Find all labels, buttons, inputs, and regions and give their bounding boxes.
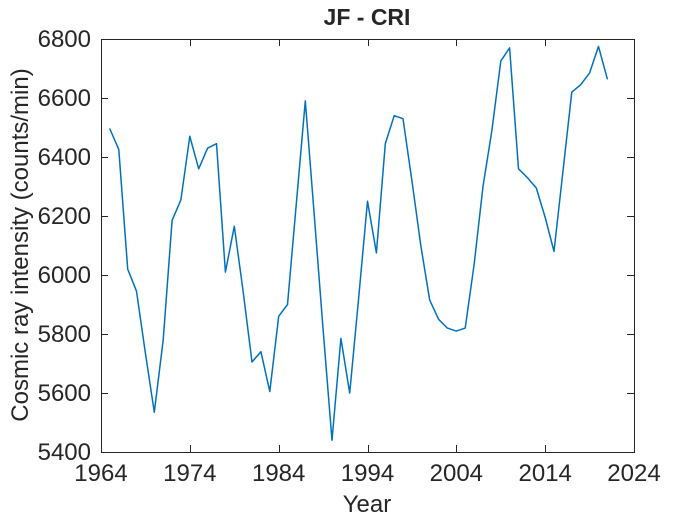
series-layer — [109, 45, 609, 441]
chart-title: JF - CRI — [324, 4, 411, 30]
x-axis-label: Year — [343, 491, 392, 518]
x-tick-label: 2014 — [518, 460, 571, 487]
y-tick-label: 5600 — [38, 380, 91, 407]
x-tick-label: 1984 — [252, 460, 305, 487]
x-tick-label: 1964 — [74, 460, 127, 487]
y-axis-label: Cosmic ray intensity (counts/min) — [7, 68, 34, 421]
axes-layer: 1964 1974 1984 1994 2004 2014 2024 5400 5600 5800… — [38, 26, 661, 487]
y-tick-label: 6800 — [38, 26, 91, 53]
data-line — [109, 45, 609, 441]
y-tick-label: 6200 — [38, 203, 91, 230]
x-tick-label: 1974 — [163, 460, 216, 487]
y-tick-label: 6400 — [38, 144, 91, 171]
x-tick-label: 2024 — [607, 460, 660, 487]
x-tick-label: 1994 — [341, 460, 394, 487]
y-tick-label: 6000 — [38, 262, 91, 289]
y-tick-label: 5400 — [38, 439, 91, 466]
y-tick-label: 5800 — [38, 321, 91, 348]
x-tick-label: 2004 — [430, 460, 483, 487]
y-tick-label: 6600 — [38, 85, 91, 112]
